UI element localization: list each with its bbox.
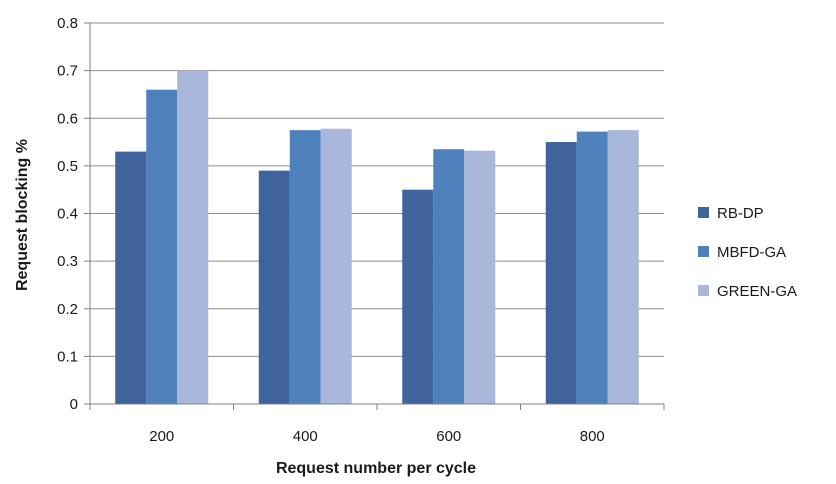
bar-green-ga-800 (607, 130, 639, 404)
y-tick-label: 0.1 (57, 348, 78, 365)
y-tick-label: 0.5 (57, 158, 78, 175)
y-tick-label: 0.6 (57, 110, 78, 127)
bar-rb-dp-800 (545, 142, 577, 404)
x-axis-title: Request number per cycle (276, 460, 476, 477)
bar-mbfd-ga-600 (433, 149, 465, 404)
bar-mbfd-ga-800 (576, 131, 608, 404)
bar-mbfd-ga-200 (146, 89, 178, 405)
bar-rb-dp-600 (402, 189, 434, 404)
bar-rb-dp-400 (258, 170, 290, 404)
bar-green-ga-400 (320, 128, 352, 405)
y-tick-label: 0.8 (57, 15, 78, 32)
x-tick-label: 400 (293, 428, 318, 445)
legend-label: RB-DP (717, 205, 764, 222)
bar-mbfd-ga-400 (289, 130, 321, 404)
y-tick-label: 0.3 (57, 253, 78, 270)
bar-green-ga-600 (464, 150, 496, 404)
bars (115, 70, 639, 405)
axes: 0 0.1 0.2 0.3 0.4 0.5 0.6 0.7 0.8 200 400 600 800 (57, 15, 665, 445)
legend-swatch-mbfd-ga (698, 246, 709, 257)
x-tick-label: 800 (580, 428, 605, 445)
legend-label: MBFD-GA (717, 244, 786, 261)
x-tick-label: 600 (436, 428, 461, 445)
bar-rb-dp-200 (115, 151, 147, 404)
y-tick-label: 0.4 (57, 206, 78, 223)
legend-swatch-rb-dp (698, 207, 709, 218)
legend: RB-DP MBFD-GA GREEN-GA (698, 205, 797, 300)
y-tick-label: 0.2 (57, 301, 78, 318)
x-tick-label: 200 (149, 428, 174, 445)
y-tick-label: 0 (70, 396, 78, 413)
legend-swatch-green-ga (698, 285, 709, 296)
bar-green-ga-200 (177, 70, 209, 404)
legend-label: GREEN-GA (717, 283, 797, 300)
y-tick-label: 0.7 (57, 63, 78, 80)
y-axis-title: Request blocking % (14, 139, 31, 291)
